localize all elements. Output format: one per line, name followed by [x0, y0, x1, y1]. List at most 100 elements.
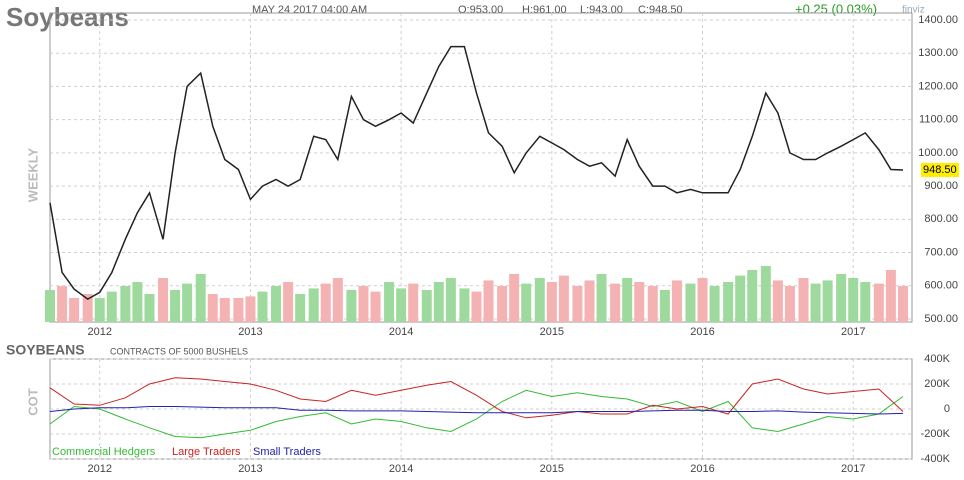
- symbol-title: Soybeans: [6, 2, 129, 32]
- volume-bar: [709, 286, 720, 322]
- volume-bar: [760, 266, 771, 322]
- quote-close: C:948.50: [638, 4, 683, 16]
- legend-entry: Small Traders: [253, 446, 321, 458]
- price-line: [49, 45, 904, 300]
- x-tick-label: 2013: [238, 326, 262, 338]
- volume-bar: [822, 280, 833, 322]
- volume-bar: [509, 274, 520, 322]
- volume-bar: [784, 286, 795, 322]
- y-tick-label: 900.00: [924, 180, 958, 192]
- volume-bar: [82, 294, 93, 322]
- volume-bar: [320, 283, 331, 322]
- last-price-label: 948.50: [923, 164, 957, 176]
- quote-change: +0.25 (0.03%): [795, 1, 877, 16]
- volume-bar: [106, 291, 117, 322]
- volume-bar: [685, 283, 696, 322]
- volume-bar: [735, 275, 746, 322]
- quote-date: MAY 24 2017 04:00 AM: [252, 4, 367, 16]
- y-tick-label: 200K: [924, 378, 950, 390]
- plot-frame: [49, 12, 913, 323]
- y-tick-label: -200K: [921, 428, 951, 440]
- volume-bar: [283, 282, 294, 322]
- volume-bar: [421, 290, 432, 322]
- volume-bar: [836, 274, 847, 322]
- x-tick-label: 2012: [87, 326, 111, 338]
- quote-open: O:953.00: [458, 4, 503, 16]
- x-tick-label: 2012: [87, 463, 111, 475]
- volume-bar: [647, 286, 658, 322]
- y-tick-label: 600.00: [924, 280, 958, 292]
- volume-bar: [659, 290, 670, 322]
- volume-bar: [622, 278, 633, 322]
- volume-bar: [219, 298, 230, 322]
- volume-bar: [483, 280, 494, 322]
- volume-bar: [747, 270, 758, 322]
- volume-bar: [433, 282, 444, 322]
- volume-bar: [534, 278, 545, 322]
- volume-bar: [245, 296, 256, 322]
- volume-bar: [546, 282, 557, 322]
- y-tick-label: 500.00: [924, 313, 958, 325]
- y-tick-label: 1400.00: [918, 14, 958, 26]
- volume-bar: [346, 290, 357, 322]
- volume-bar: [497, 286, 508, 322]
- y-tick-label: -400K: [921, 453, 951, 465]
- series-line: [49, 389, 904, 439]
- y-tick-label: 1100.00: [919, 114, 958, 126]
- volume-bar: [671, 280, 682, 322]
- volume-bar: [445, 278, 456, 322]
- volume-bar: [182, 283, 193, 322]
- cot-title: SOYBEANS: [6, 342, 85, 358]
- volume-bar: [144, 294, 155, 322]
- y-tick-label: 0: [944, 403, 950, 415]
- volume-bar: [885, 270, 896, 322]
- x-tick-label: 2015: [540, 326, 564, 338]
- volume-bar: [120, 286, 131, 322]
- volume-bar: [57, 286, 68, 322]
- volume-bar: [370, 291, 381, 322]
- x-tick-label: 2016: [690, 326, 714, 338]
- x-tick-label: 2017: [841, 463, 865, 475]
- series-line: [49, 377, 904, 419]
- volume-bar: [810, 283, 821, 322]
- volume-bar: [521, 283, 532, 322]
- legend-entry: Large Traders: [172, 446, 241, 458]
- y-tick-label: 700.00: [924, 246, 958, 258]
- x-tick-label: 2013: [238, 463, 262, 475]
- series-line: [49, 406, 904, 415]
- volume-bar: [697, 278, 708, 322]
- y-tick-label: 800.00: [924, 213, 958, 225]
- volume-bar: [45, 290, 55, 322]
- volume-bar: [584, 280, 595, 322]
- volume-bar: [723, 282, 734, 322]
- volume-bar: [408, 283, 419, 322]
- y-tick-label: 1000.00: [918, 147, 958, 159]
- volume-bar: [295, 294, 306, 322]
- volume-bar: [94, 298, 105, 322]
- volume-bar: [596, 274, 607, 322]
- y-tick-label: 1200.00: [918, 80, 958, 92]
- legend-entry: Commercial Hedgers: [52, 446, 156, 458]
- volume-bar: [798, 278, 809, 322]
- volume-bar: [271, 286, 282, 322]
- volume-bar: [158, 278, 169, 322]
- volume-bar: [170, 290, 181, 322]
- volume-bar: [558, 275, 569, 322]
- volume-bar: [384, 282, 395, 322]
- volume-bar: [848, 278, 859, 322]
- x-tick-label: 2014: [389, 463, 413, 475]
- volume-bar: [471, 291, 482, 322]
- volume-bar: [233, 298, 244, 322]
- volume-bar: [358, 286, 369, 322]
- volume-bar: [396, 288, 407, 322]
- quote-low: L:943.00: [580, 4, 623, 16]
- volume-bar: [332, 278, 343, 322]
- volume-bar: [459, 288, 470, 322]
- volume-bar: [860, 282, 871, 322]
- y-axis-title: WEEKLY: [25, 147, 40, 202]
- cot-axis-title: COT: [25, 388, 40, 416]
- cot-subtitle: CONTRACTS OF 5000 BUSHELS: [110, 346, 248, 356]
- y-tick-label: 400K: [924, 353, 950, 365]
- logo[interactable]: finviz: [902, 5, 925, 16]
